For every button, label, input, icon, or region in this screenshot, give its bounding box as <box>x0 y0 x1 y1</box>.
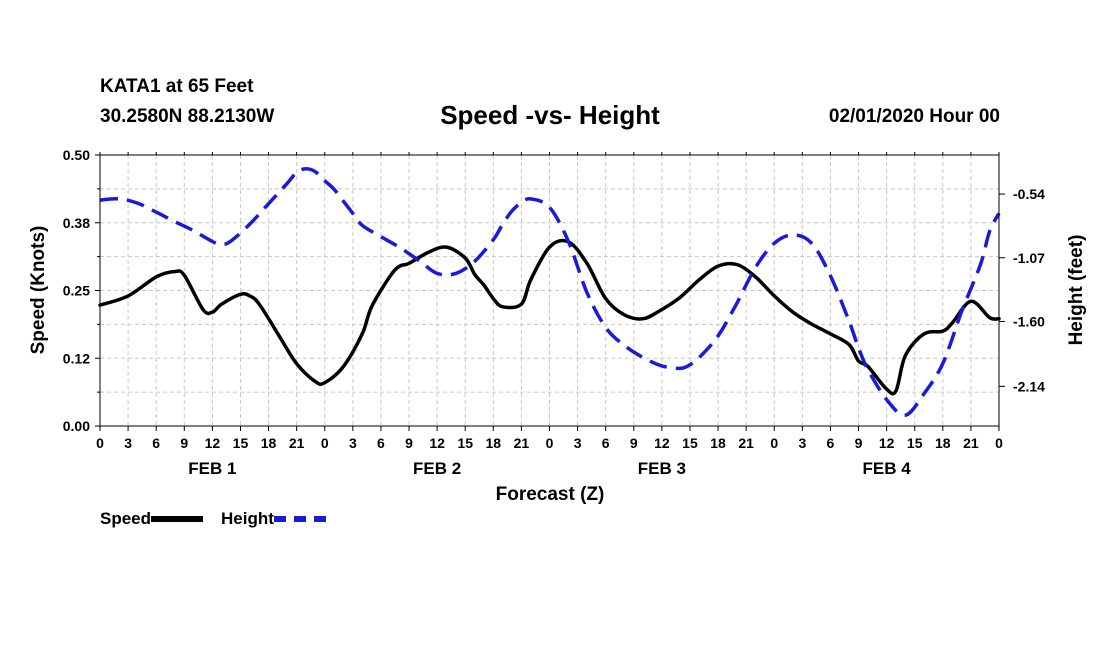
chart-title: Speed -vs- Height <box>440 100 660 130</box>
x-tick-label: 18 <box>486 435 502 451</box>
y2-tick-label: -2.14 <box>1013 378 1045 394</box>
y-tick-label: 0.38 <box>63 215 90 231</box>
legend-label-speed: Speed <box>100 509 152 528</box>
x-axis-label: Forecast (Z) <box>496 484 605 505</box>
x-tick-label: 0 <box>770 435 778 451</box>
x-tick-label: 18 <box>261 435 277 451</box>
y-tick-label: 0.25 <box>63 283 90 299</box>
x-tick-label: 21 <box>514 435 530 451</box>
x-tick-label: 3 <box>124 435 132 451</box>
legend-swatch-height <box>273 516 326 522</box>
y2-tick-label: -0.54 <box>1013 186 1045 202</box>
grid-lines <box>100 155 999 426</box>
x-tick-label: 9 <box>405 435 413 451</box>
y-tick-label: 0.50 <box>63 147 90 163</box>
x-tick-label: 0 <box>546 435 554 451</box>
x-tick-label: 21 <box>738 435 754 451</box>
y-axis-label: Speed (Knots) <box>28 226 49 355</box>
axes: 0 3 6 9 12 15 18 21 0 3 6 9 12 15 18 21 0 3 6 9 12 15 18 21 0 3 6 9… <box>63 147 1045 478</box>
x-day-label: FEB 2 <box>413 459 461 478</box>
y-tick-label: 0.12 <box>63 350 90 366</box>
x-tick-label: 0 <box>321 435 329 451</box>
x-tick-label: 18 <box>935 435 951 451</box>
x-tick-label: 9 <box>180 435 188 451</box>
legend-item-speed: Speed <box>100 509 204 529</box>
x-tick-label: 18 <box>710 435 726 451</box>
x-tick-label: 12 <box>429 435 445 451</box>
station-name: KATA1 at 65 Feet <box>100 76 254 97</box>
x-tick-label: 12 <box>879 435 895 451</box>
x-tick-label: 15 <box>907 435 923 451</box>
legend-label-height: Height <box>221 509 274 528</box>
x-tick-label: 0 <box>96 435 104 451</box>
x-tick-label: 6 <box>602 435 610 451</box>
x-tick-label: 6 <box>827 435 835 451</box>
forecast-timestamp: 02/01/2020 Hour 00 <box>828 106 1000 127</box>
x-tick-label: 9 <box>855 435 863 451</box>
legend-swatch-speed <box>151 516 204 522</box>
x-tick-label: 15 <box>457 435 473 451</box>
x-day-label: FEB 4 <box>863 459 912 478</box>
x-tick-label: 15 <box>233 435 249 451</box>
x-tick-label: 12 <box>205 435 221 451</box>
legend-item-height: Height <box>221 509 326 529</box>
station-coordinates: 30.2580N 88.2130W <box>100 106 275 127</box>
x-tick-label: 0 <box>995 435 1003 451</box>
y2-tick-label: -1.07 <box>1013 250 1045 266</box>
x-tick-label: 3 <box>349 435 357 451</box>
speed-series-line <box>98 238 1001 396</box>
plot-series <box>98 167 1001 417</box>
x-tick-label: 21 <box>963 435 979 451</box>
x-tick-label: 6 <box>377 435 385 451</box>
x-tick-label: 3 <box>574 435 582 451</box>
x-tick-label: 3 <box>798 435 806 451</box>
x-tick-label: 12 <box>654 435 670 451</box>
x-day-label: FEB 1 <box>188 459 236 478</box>
x-tick-label: 15 <box>682 435 698 451</box>
x-tick-label: 6 <box>152 435 160 451</box>
height-series-line <box>99 167 1001 417</box>
legend: Speed Height <box>100 509 344 529</box>
x-day-label: FEB 3 <box>638 459 686 478</box>
y-tick-label: 0.00 <box>63 418 90 434</box>
y2-axis-label: Height (feet) <box>1066 235 1087 346</box>
x-tick-label: 21 <box>289 435 305 451</box>
y2-tick-label: -1.60 <box>1013 313 1045 329</box>
x-tick-label: 9 <box>630 435 638 451</box>
